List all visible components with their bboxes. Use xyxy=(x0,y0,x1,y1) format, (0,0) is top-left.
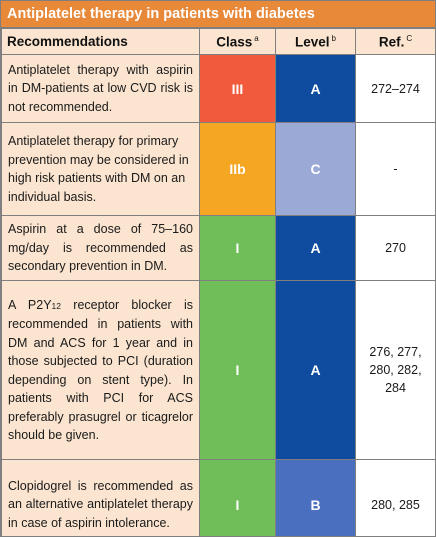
class-footnote-marker: a xyxy=(254,33,259,43)
table-title: Antiplatelet therapy in patients with di… xyxy=(1,1,435,28)
subscript: 12 xyxy=(51,300,62,311)
level-cell: A xyxy=(275,215,356,281)
class-cell: I xyxy=(199,215,276,281)
level-footnote-marker: b xyxy=(331,33,336,43)
header-row: Recommendations Class a Level b Ref. C xyxy=(1,28,435,55)
recommendation-text: Antiplatelet therapy with aspirin in DM-… xyxy=(1,54,200,123)
table-row: Clopidogrel is recommended as an alterna… xyxy=(1,459,435,536)
recommendations-grid: Recommendations Class a Level b Ref. C Anti… xyxy=(1,28,435,536)
header-recommendations: Recommendations xyxy=(1,28,200,55)
header-class: Class a xyxy=(199,28,276,55)
ref-cell: 272–274 xyxy=(355,54,435,123)
level-cell: B xyxy=(275,459,356,536)
ref-cell: 276, 277, 280, 282, 284 xyxy=(355,280,435,460)
class-cell: I xyxy=(199,459,276,536)
class-cell: IIb xyxy=(199,122,276,216)
recommendation-text: Clopidogrel is recommended as an alterna… xyxy=(1,459,200,536)
recommendation-text: A P2Y12 receptor blocker is recommended … xyxy=(1,280,200,460)
table-row: A P2Y12 receptor blocker is recommended … xyxy=(1,280,435,460)
level-cell: A xyxy=(275,54,356,123)
recommendation-text: Aspirin at a dose of 75–160 mg/day is re… xyxy=(1,215,200,281)
level-cell: C xyxy=(275,122,356,216)
header-ref: Ref. C xyxy=(355,28,435,55)
ref-footnote-marker: C xyxy=(406,33,413,43)
ref-cell: 270 xyxy=(355,215,435,281)
table-row: Antiplatelet therapy for primary prevent… xyxy=(1,122,435,216)
level-cell: A xyxy=(275,280,356,460)
table-row: Antiplatelet therapy with aspirin in DM-… xyxy=(1,54,435,123)
header-level: Level b xyxy=(275,28,356,55)
ref-cell: - xyxy=(355,122,435,216)
table-row: Aspirin at a dose of 75–160 mg/day is re… xyxy=(1,215,435,281)
class-cell: III xyxy=(199,54,276,123)
class-cell: I xyxy=(199,280,276,460)
recommendation-text: Antiplatelet therapy for primary prevent… xyxy=(1,122,200,216)
ref-cell: 280, 285 xyxy=(355,459,435,536)
